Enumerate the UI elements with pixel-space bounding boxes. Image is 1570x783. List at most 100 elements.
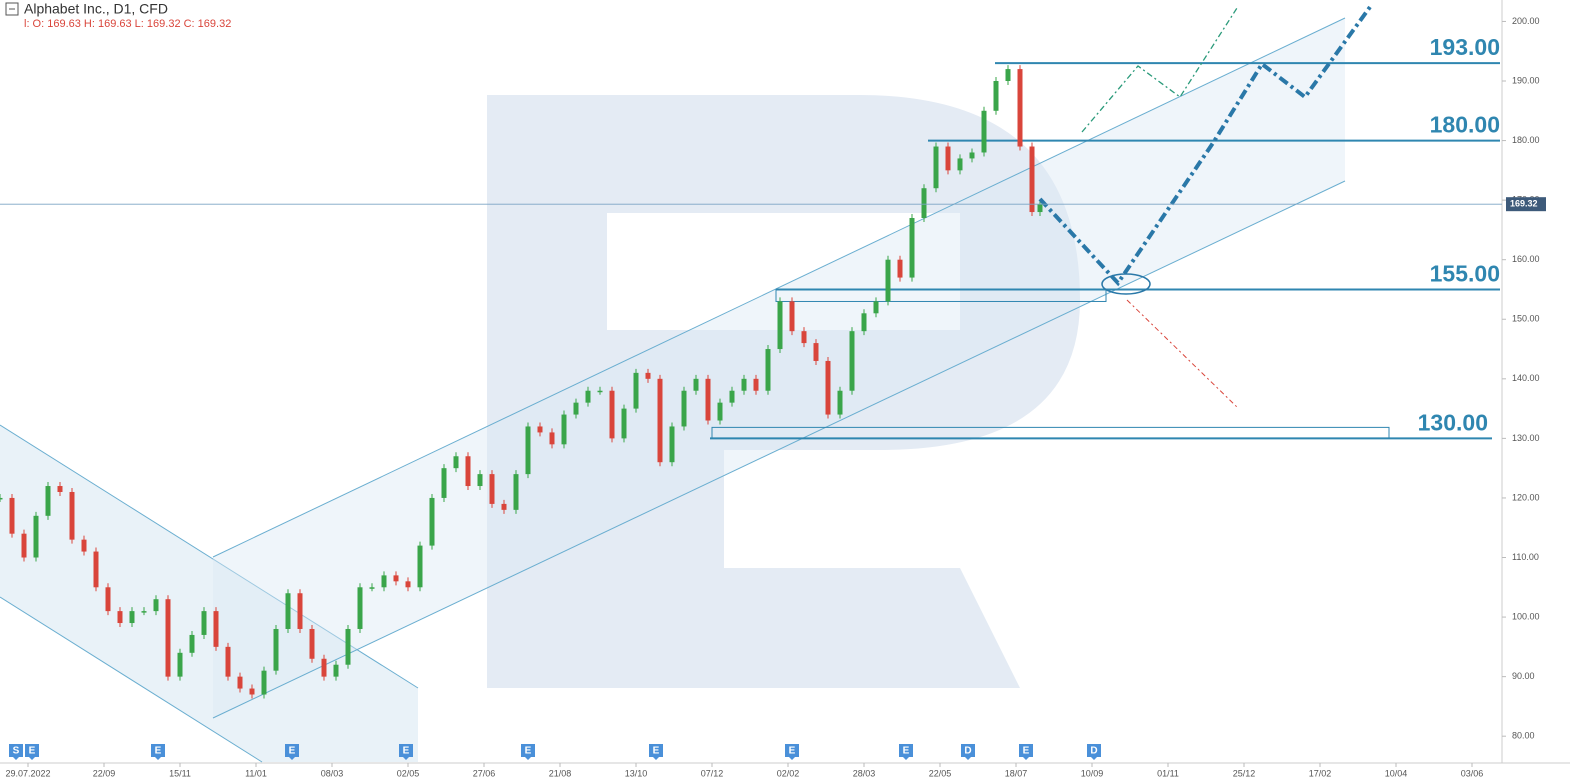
candle [201,611,207,635]
candle [9,497,15,534]
zone-box [775,288,1107,302]
forecast-down [1126,299,1239,409]
event-marker [1087,744,1101,760]
y-tick-label: 180.00 [1512,135,1540,145]
event-marker [961,744,975,760]
event-marker [151,744,165,760]
level-label: 193.00 [1430,34,1500,60]
candle [861,313,867,332]
x-tick-label: 29.07.2022 [5,768,50,778]
candle [453,456,459,469]
level-label: 180.00 [1430,112,1500,138]
event-marker [1019,744,1033,760]
candle [117,611,123,624]
candle [153,599,159,612]
candle [669,426,675,463]
y-tick-label: 150.00 [1512,314,1540,324]
ohlc-label: l: O: 169.63 H: 169.63 L: 169.32 C: 169.… [24,18,231,30]
candle [189,634,195,653]
target-ellipse [1101,273,1151,295]
candle [741,378,747,391]
candle [309,628,315,659]
x-tick-label: 17/02 [1309,768,1332,778]
candle [885,259,891,302]
event-label: E [29,746,36,757]
candle [237,676,243,689]
forecast-alt [1081,7,1238,133]
event-label: D [964,746,971,757]
candle [345,628,351,665]
candle [549,432,555,445]
candle [165,599,171,677]
x-tick-label: 10/04 [1385,768,1408,778]
candle [993,81,999,111]
event-label: E [1023,746,1030,757]
channel-line [212,180,1346,719]
candle [57,486,63,492]
y-tick-label: 140.00 [1512,373,1540,383]
event-label: E [289,746,296,757]
candle [1037,204,1043,213]
candle [225,646,231,677]
x-tick-label: 18/07 [1005,768,1028,778]
candle [801,331,807,344]
candle [981,110,987,153]
candle [45,486,51,516]
candle [489,474,495,504]
event-marker [285,744,299,760]
candle [729,390,735,403]
candle [1005,69,1011,82]
candle [561,414,567,445]
candle [777,301,783,350]
candle [789,301,795,332]
event-label: E [403,746,410,757]
candle [177,652,183,677]
candle [129,611,135,624]
candle [261,670,267,695]
candle [921,188,927,218]
candle [501,503,507,510]
x-tick-label: 22/05 [929,768,952,778]
y-tick-label: 130.00 [1512,433,1540,443]
candle [957,158,963,171]
last-price-label: 169.32 [1510,199,1538,209]
x-tick-label: 02/02 [777,768,800,778]
x-tick-label: 01/11 [1157,768,1179,778]
x-tick-label: 25/12 [1233,768,1256,778]
candle [381,575,387,588]
candle [621,408,627,439]
channel-line [0,596,263,763]
x-tick-label: 28/03 [853,768,876,778]
zone-box [711,426,1390,439]
event-marker [25,744,39,760]
candle [525,426,531,475]
candle [93,551,99,588]
candle [705,378,711,421]
candle [1017,69,1023,147]
y-tick-label: 90.00 [1512,671,1535,681]
forecast-main [1038,5,1372,287]
x-tick-label: 15/11 [169,768,191,778]
candle [441,468,447,498]
candle [21,533,27,558]
candle [609,390,615,439]
candle [717,402,723,421]
candle [369,587,375,589]
candle [513,474,519,510]
event-marker [521,744,535,760]
y-tick-label: 80.00 [1512,731,1535,741]
candle [69,491,75,540]
candle [393,575,399,582]
candle [321,658,327,677]
candle [849,331,855,391]
candle [645,372,651,379]
down-channel [0,425,418,762]
event-label: E [155,746,162,757]
candle [969,152,975,159]
candle [873,301,879,314]
y-tick-label: 200.00 [1512,16,1540,26]
candle [213,611,219,647]
candle [597,390,603,393]
